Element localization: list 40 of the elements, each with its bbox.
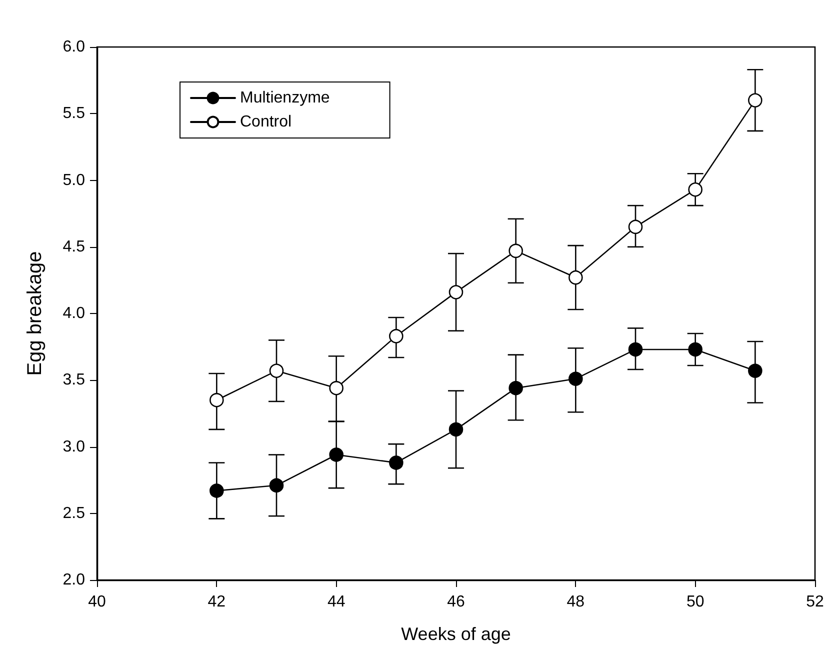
point: [628, 342, 643, 357]
x-tick-label: 50: [686, 594, 704, 610]
point: [329, 380, 344, 396]
point: [508, 380, 523, 396]
y-tick-label: 3.5: [62, 372, 86, 389]
y-tick-label: 6.0: [62, 38, 86, 56]
y-tick-label: 2.5: [62, 504, 86, 522]
point: [210, 392, 224, 408]
y-tick-label: 5.5: [62, 105, 86, 122]
point: [748, 364, 762, 378]
x-axis-title: Weeks of age: [401, 624, 511, 644]
point: [448, 422, 464, 437]
x-tick-label: 48: [566, 594, 585, 610]
point: [329, 448, 344, 462]
x-tick-label: 42: [208, 594, 226, 610]
point: [628, 220, 643, 234]
y-axis-title: Egg breakage: [24, 251, 46, 376]
point: [269, 478, 284, 493]
point: [688, 342, 702, 357]
point: [269, 364, 284, 378]
y-tick-label: 3.0: [62, 438, 86, 456]
point: [448, 285, 464, 300]
point: [748, 93, 762, 108]
legend-label: Multienzyme: [240, 90, 330, 106]
x-tick-label: 40: [88, 594, 106, 610]
point: [210, 484, 224, 498]
y-tick-label: 4.0: [62, 305, 86, 322]
legend-label: Control: [240, 114, 292, 130]
x-tick-label: 44: [327, 594, 346, 610]
point: [568, 372, 583, 386]
point: [389, 456, 404, 470]
y-tick-label: 4.5: [62, 238, 86, 256]
x-tick-label: 52: [806, 594, 824, 610]
point: [389, 329, 404, 344]
y-tick-label: 5.0: [62, 172, 86, 189]
point: [688, 182, 702, 197]
x-tick-label: 46: [447, 594, 465, 610]
y-tick-label: 2.0: [62, 572, 86, 588]
point: [508, 244, 523, 258]
point: [568, 270, 583, 285]
